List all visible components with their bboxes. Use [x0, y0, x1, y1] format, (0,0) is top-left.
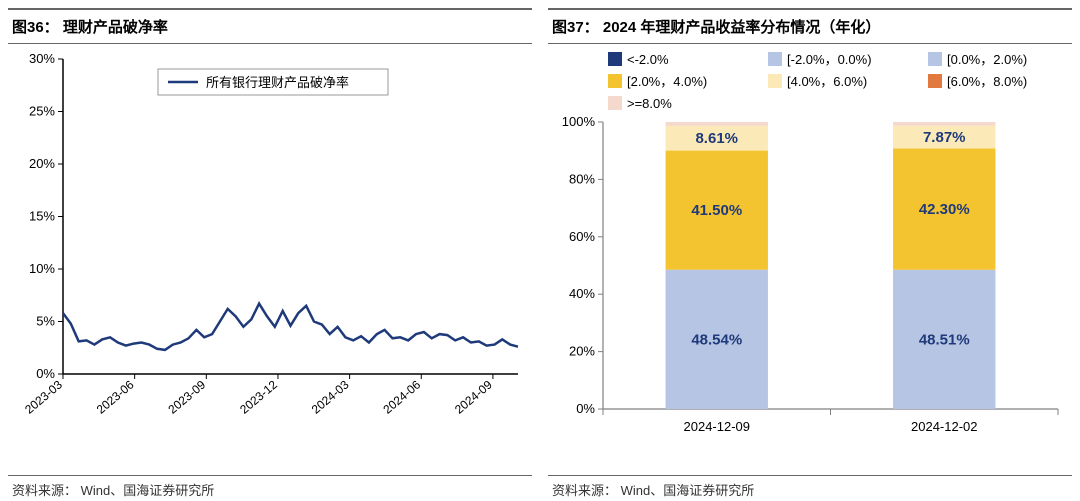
- svg-text:2024-09: 2024-09: [452, 377, 495, 416]
- svg-text:7.87%: 7.87%: [923, 129, 966, 146]
- svg-text:8.61%: 8.61%: [695, 130, 738, 147]
- right-panel: 图37： 2024 年理财产品收益率分布情况（年化） <-2.0% [-2.0%，…: [540, 0, 1080, 501]
- svg-text:0%: 0%: [576, 401, 595, 416]
- svg-text:<-2.0%: <-2.0%: [627, 52, 669, 67]
- left-panel: 图36： 理财产品破净率 0% 5% 10% 15% 20% 25% 30% 2023-03 2…: [0, 0, 540, 501]
- svg-text:[6.0%，8.0%): [6.0%，8.0%): [947, 74, 1027, 89]
- left-chart-area: 0% 5% 10% 15% 20% 25% 30% 2023-03 2023-06 2023-09…: [8, 44, 532, 475]
- right-chart-area: <-2.0% [-2.0%，0.0%) [0.0%，2.0%) [2.0%，4.0%)…: [548, 44, 1072, 475]
- left-source-value: Wind、国海证券研究所: [81, 483, 215, 498]
- left-figure-label: 图36：: [12, 19, 59, 36]
- svg-text:[4.0%，6.0%): [4.0%，6.0%): [787, 74, 867, 89]
- stacked-bar-svg: <-2.0% [-2.0%，0.0%) [0.0%，2.0%) [2.0%，4.0%)…: [548, 44, 1068, 454]
- right-source-label: 资料来源：: [552, 483, 617, 498]
- svg-text:2024-06: 2024-06: [380, 377, 423, 416]
- svg-text:100%: 100%: [562, 114, 596, 129]
- svg-text:2024-12-09: 2024-12-09: [684, 419, 751, 434]
- svg-text:[2.0%，4.0%): [2.0%，4.0%): [627, 74, 707, 89]
- svg-text:2024-03: 2024-03: [309, 377, 352, 416]
- svg-text:20%: 20%: [29, 156, 55, 171]
- svg-text:25%: 25%: [29, 104, 55, 119]
- svg-text:>=8.0%: >=8.0%: [627, 96, 672, 111]
- right-source-value: Wind、国海证券研究所: [621, 483, 755, 498]
- svg-text:41.50%: 41.50%: [691, 202, 742, 219]
- svg-text:48.54%: 48.54%: [691, 331, 742, 348]
- svg-text:2023-09: 2023-09: [165, 377, 208, 416]
- svg-text:80%: 80%: [569, 171, 595, 186]
- svg-text:60%: 60%: [569, 229, 595, 244]
- svg-text:2023-12: 2023-12: [237, 377, 280, 416]
- svg-text:2023-03: 2023-03: [22, 377, 65, 416]
- right-title-row: 图37： 2024 年理财产品收益率分布情况（年化）: [548, 8, 1072, 44]
- left-source-label: 资料来源：: [12, 483, 77, 498]
- left-source-row: 资料来源： Wind、国海证券研究所: [8, 475, 532, 501]
- svg-text:10%: 10%: [29, 261, 55, 276]
- right-title-text: 2024 年理财产品收益率分布情况（年化）: [603, 19, 881, 36]
- svg-text:[0.0%，2.0%): [0.0%，2.0%): [947, 52, 1027, 67]
- svg-text:5%: 5%: [36, 314, 55, 329]
- left-title-text: 理财产品破净率: [63, 19, 168, 36]
- svg-text:[-2.0%，0.0%): [-2.0%，0.0%): [787, 52, 872, 67]
- svg-text:15%: 15%: [29, 209, 55, 224]
- left-title-row: 图36： 理财产品破净率: [8, 8, 532, 44]
- right-source-row: 资料来源： Wind、国海证券研究所: [548, 475, 1072, 501]
- svg-text:0%: 0%: [36, 366, 55, 381]
- figure-pair: 图36： 理财产品破净率 0% 5% 10% 15% 20% 25% 30% 2023-03 2…: [0, 0, 1080, 501]
- svg-text:2024-12-02: 2024-12-02: [911, 419, 978, 434]
- svg-text:30%: 30%: [29, 51, 55, 66]
- svg-text:42.30%: 42.30%: [919, 201, 970, 218]
- svg-text:所有银行理财产品破净率: 所有银行理财产品破净率: [206, 75, 349, 90]
- right-figure-label: 图37：: [552, 19, 599, 36]
- line-chart-svg: 0% 5% 10% 15% 20% 25% 30% 2023-03 2023-06 2023-09…: [8, 44, 528, 454]
- svg-text:20%: 20%: [569, 344, 595, 359]
- svg-text:2023-06: 2023-06: [94, 377, 137, 416]
- svg-text:40%: 40%: [569, 286, 595, 301]
- svg-text:48.51%: 48.51%: [919, 331, 970, 348]
